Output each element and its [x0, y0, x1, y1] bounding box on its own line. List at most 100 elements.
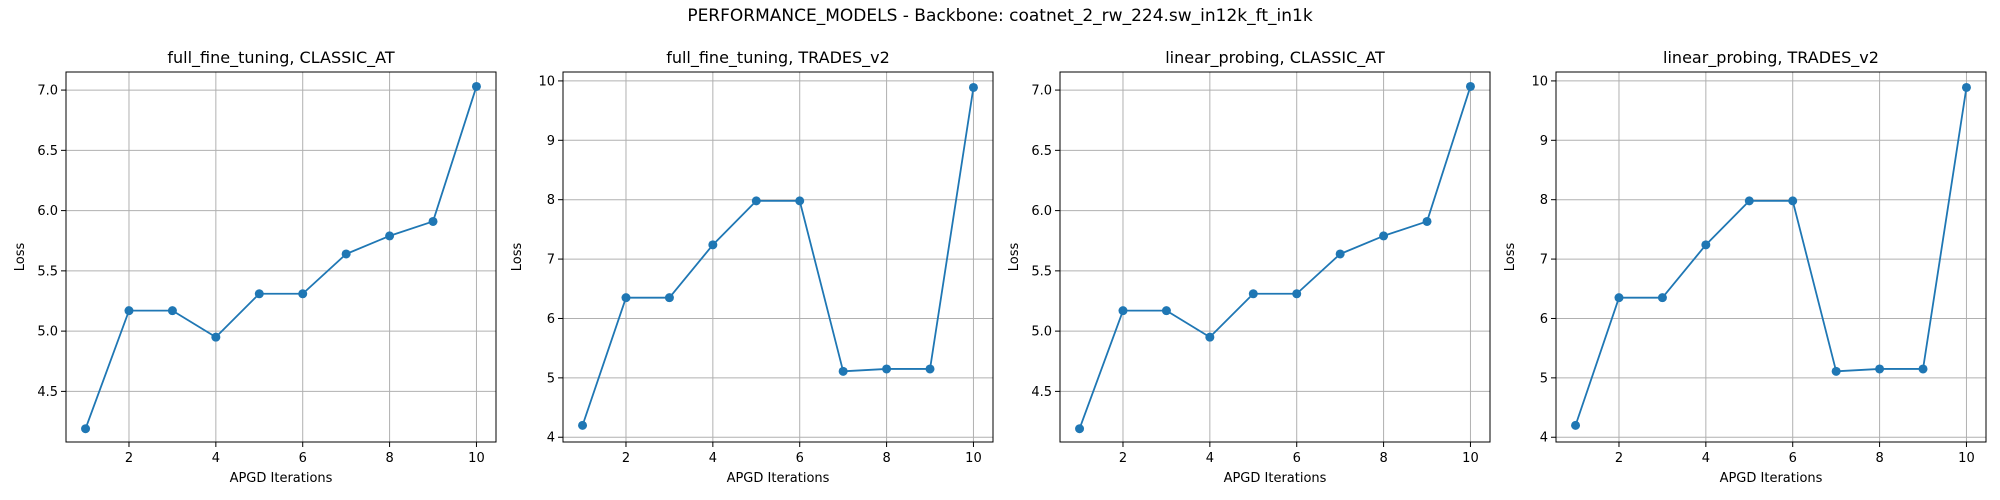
- series-line: [581, 87, 975, 426]
- data-point: [428, 216, 438, 226]
- axes-frame: [65, 71, 497, 443]
- x-tick-label: 2: [1615, 451, 1623, 466]
- axes-frame: [1059, 71, 1491, 443]
- data-point: [1118, 306, 1128, 316]
- figure-suptitle: PERFORMANCE_MODELS - Backbone: coatnet_2…: [687, 6, 1313, 26]
- x-axis-label: APGD Iterations: [1720, 471, 1823, 486]
- data-point: [1292, 289, 1302, 299]
- data-point: [254, 289, 264, 299]
- y-tick-label: 7: [1540, 253, 1548, 268]
- data-point: [708, 240, 718, 250]
- y-tick-label: 4: [547, 431, 555, 446]
- data-point: [1465, 81, 1475, 91]
- y-tick-label: 7.0: [37, 84, 58, 99]
- data-point: [1744, 196, 1754, 206]
- data-point: [925, 364, 935, 374]
- y-tick-label: 6: [1540, 312, 1548, 327]
- y-axis-label: Loss: [1503, 243, 1518, 272]
- data-point: [882, 364, 892, 374]
- y-tick-label: 6: [547, 312, 555, 327]
- data-point: [621, 293, 631, 303]
- data-point: [1657, 293, 1667, 303]
- x-tick-label: 10: [1462, 451, 1479, 466]
- data-point: [1075, 424, 1085, 434]
- x-tick-label: 6: [796, 451, 804, 466]
- x-tick-label: 2: [1119, 451, 1127, 466]
- data-point: [1961, 82, 1971, 92]
- y-axis-label: Loss: [510, 243, 525, 272]
- x-tick-label: 8: [882, 451, 890, 466]
- data-point: [795, 196, 805, 206]
- y-tick-label: 6.5: [37, 144, 58, 159]
- y-tick-label: 6.0: [1031, 204, 1052, 219]
- data-point: [1248, 289, 1258, 299]
- data-point: [298, 289, 308, 299]
- subplot-2: 2 4 6 8 10 4 5 6 7 8 9 10 full_fine_tuning, TRADES_v…: [510, 48, 994, 486]
- x-tick-label: 8: [1379, 451, 1387, 466]
- data-point: [1379, 231, 1389, 241]
- data-point: [167, 306, 177, 316]
- y-tick-label: 7.0: [1031, 84, 1052, 99]
- x-tick-label: 8: [1875, 451, 1883, 466]
- subplot-title: full_fine_tuning, TRADES_v2: [666, 48, 890, 68]
- y-tick-label: 8: [547, 193, 555, 208]
- data-point: [81, 424, 91, 434]
- data-point: [664, 293, 674, 303]
- y-tick-label: 6.0: [37, 204, 58, 219]
- data-point: [751, 196, 761, 206]
- y-tick-label: 5: [1540, 371, 1548, 386]
- y-axis-label: Loss: [1007, 243, 1022, 272]
- y-tick-label: 5.0: [37, 325, 58, 340]
- x-tick-label: 6: [1789, 451, 1797, 466]
- data-point: [968, 82, 978, 92]
- x-axis-label: APGD Iterations: [230, 471, 333, 486]
- data-point: [1571, 420, 1581, 430]
- data-point: [838, 366, 848, 376]
- y-tick-label: 9: [1540, 134, 1548, 149]
- y-tick-label: 9: [547, 134, 555, 149]
- x-tick-label: 2: [622, 451, 630, 466]
- x-tick-label: 4: [1206, 451, 1214, 466]
- x-tick-label: 8: [385, 451, 393, 466]
- x-axis-label: APGD Iterations: [727, 471, 830, 486]
- data-point: [1335, 249, 1345, 259]
- data-point: [471, 81, 481, 91]
- subplot-title: full_fine_tuning, CLASSIC_AT: [167, 48, 395, 68]
- data-point: [341, 249, 351, 259]
- x-tick-label: 2: [125, 451, 133, 466]
- series-line: [1078, 86, 1472, 430]
- data-point: [1701, 240, 1711, 250]
- x-tick-label: 4: [1702, 451, 1710, 466]
- data-point: [385, 231, 395, 241]
- y-tick-label: 4: [1540, 431, 1548, 446]
- data-point: [1422, 216, 1432, 226]
- x-tick-label: 10: [468, 451, 485, 466]
- x-tick-label: 4: [212, 451, 220, 466]
- x-tick-label: 10: [1958, 451, 1975, 466]
- data-point: [1875, 364, 1885, 374]
- subplot-title: linear_probing, CLASSIC_AT: [1165, 48, 1385, 68]
- data-point: [211, 332, 221, 342]
- y-tick-label: 5: [547, 371, 555, 386]
- x-tick-label: 4: [709, 451, 717, 466]
- data-point: [1161, 306, 1171, 316]
- data-point: [1205, 332, 1215, 342]
- x-tick-label: 10: [965, 451, 982, 466]
- data-point: [1831, 366, 1841, 376]
- subplot-4: 2 4 6 8 10 4 5 6 7 8 9 10 linear_probing, TRADES_v2 A…: [1503, 48, 1987, 486]
- subplot-3: 2 4 6 8 10 4.5 5.0 5.5 6.0 6.5 7.0 linear_probing, …: [1007, 48, 1491, 486]
- y-tick-label: 5.0: [1031, 325, 1052, 340]
- y-tick-label: 6.5: [1031, 144, 1052, 159]
- series-line: [84, 86, 478, 430]
- subplot-1: 2 4 6 8 10 4.5 5.0 5.5 6.0 6.5 7.0 full_fine_tuning…: [13, 48, 497, 486]
- y-tick-label: 4.5: [37, 385, 58, 400]
- data-point: [1614, 293, 1624, 303]
- data-point: [578, 420, 588, 430]
- subplot-title: linear_probing, TRADES_v2: [1663, 48, 1879, 68]
- x-tick-label: 6: [1293, 451, 1301, 466]
- y-axis-label: Loss: [13, 243, 28, 272]
- data-point: [124, 306, 134, 316]
- x-axis-label: APGD Iterations: [1224, 471, 1327, 486]
